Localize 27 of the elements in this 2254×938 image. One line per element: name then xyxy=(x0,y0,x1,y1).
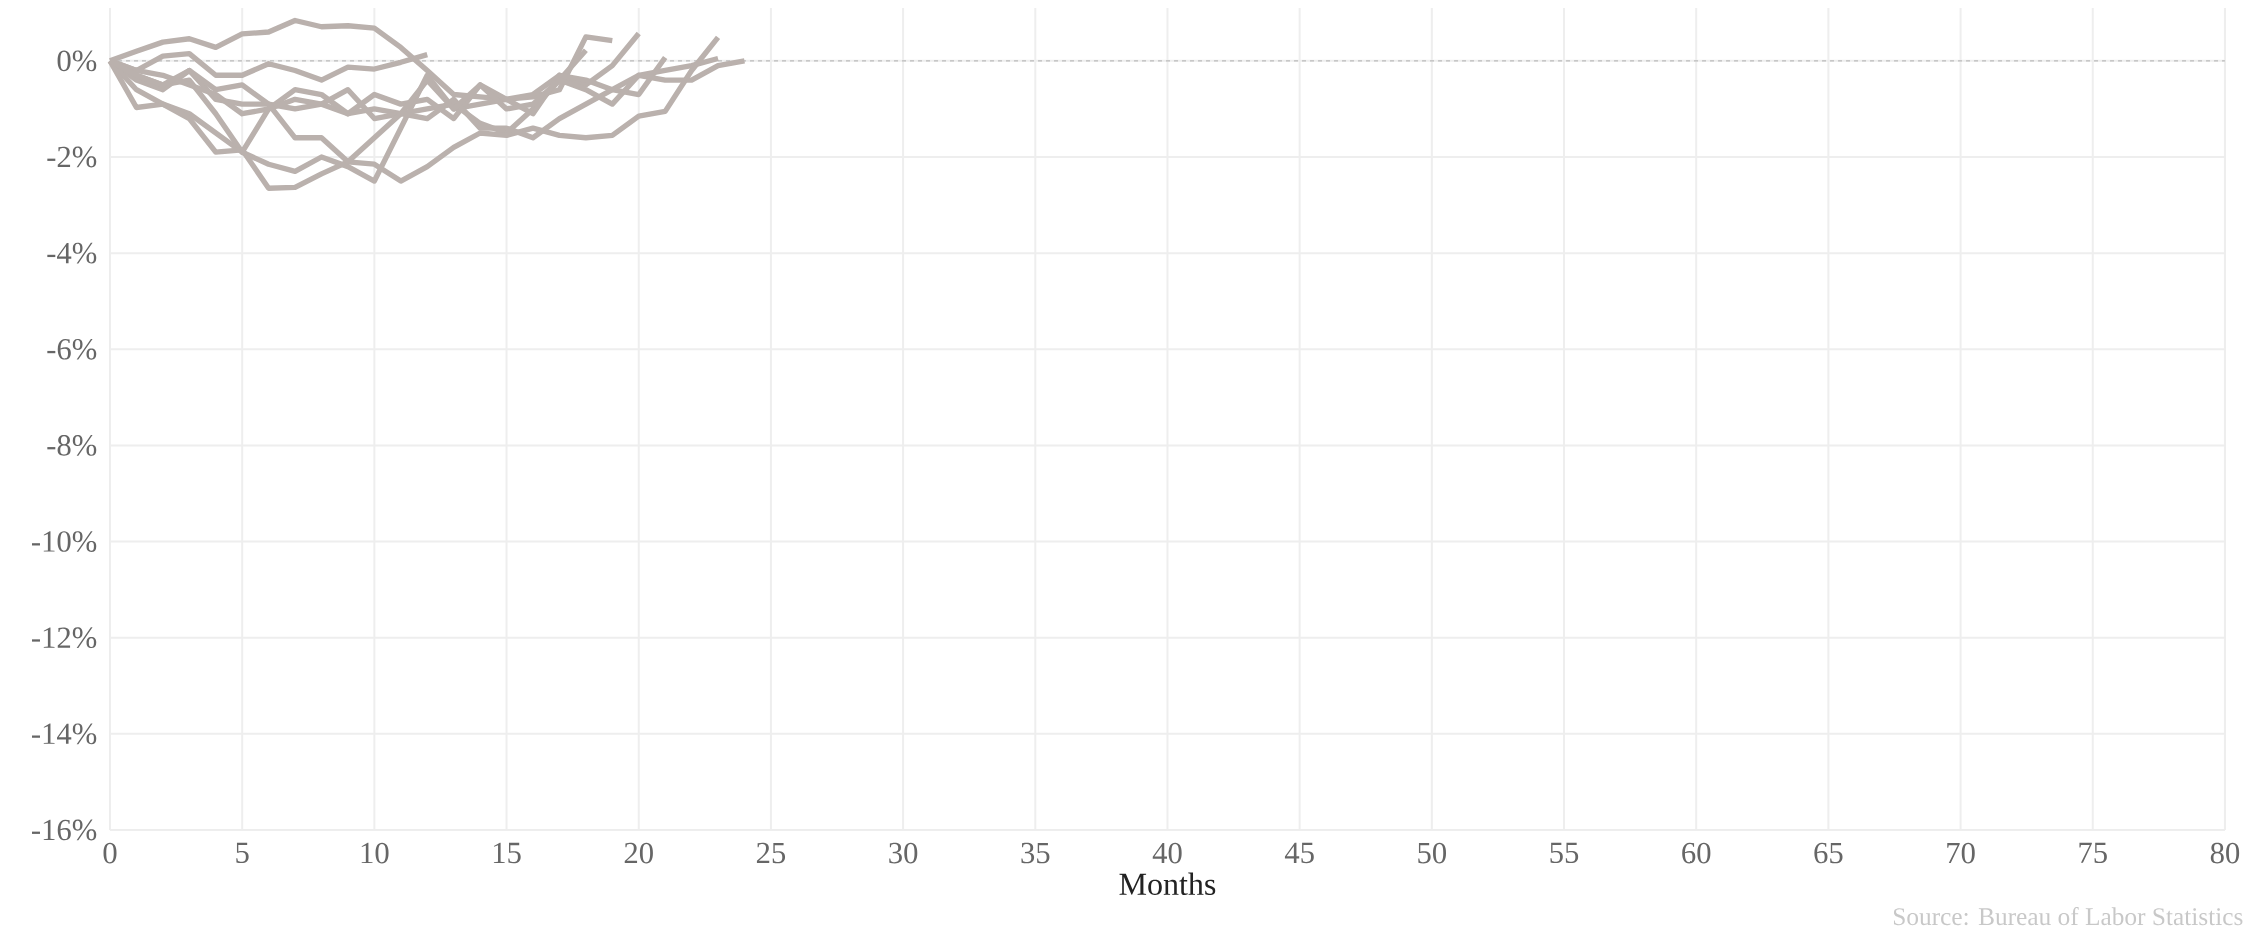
y-tick-label: -6% xyxy=(47,338,97,360)
x-axis-title: Months xyxy=(1119,872,1216,896)
x-tick-label: 30 xyxy=(889,842,918,864)
x-tick-label: 20 xyxy=(624,842,653,864)
x-tick-label: 65 xyxy=(1814,842,1843,864)
x-tick-label: 35 xyxy=(1021,842,1050,864)
y-tick-label: -12% xyxy=(31,627,97,649)
x-tick-label: 60 xyxy=(1682,842,1711,864)
x-tick-label: 50 xyxy=(1418,842,1447,864)
y-tick-label: -16% xyxy=(31,819,97,841)
x-tick-label: 40 xyxy=(1152,842,1182,864)
y-tick-label: -14% xyxy=(31,723,97,745)
y-tick-label: -4% xyxy=(47,242,97,264)
x-tick-label: 75 xyxy=(2079,842,2107,864)
x-tick-label: 15 xyxy=(493,842,521,864)
x-tick-label: 70 xyxy=(1947,842,1975,864)
x-tick-label: 45 xyxy=(1284,842,1314,864)
x-tick-label: 5 xyxy=(236,842,249,864)
x-tick-label: 10 xyxy=(361,842,389,864)
y-tick-label: -8% xyxy=(47,435,97,456)
x-tick-label: 80 xyxy=(2210,842,2240,864)
x-tick-label: 25 xyxy=(756,842,786,864)
y-tick-label: 0% xyxy=(57,50,97,72)
x-tick-label: 0 xyxy=(103,842,117,864)
y-tick-label: -10% xyxy=(31,531,97,552)
x-tick-label: 55 xyxy=(1550,842,1579,864)
y-tick-label: -2% xyxy=(47,146,97,168)
